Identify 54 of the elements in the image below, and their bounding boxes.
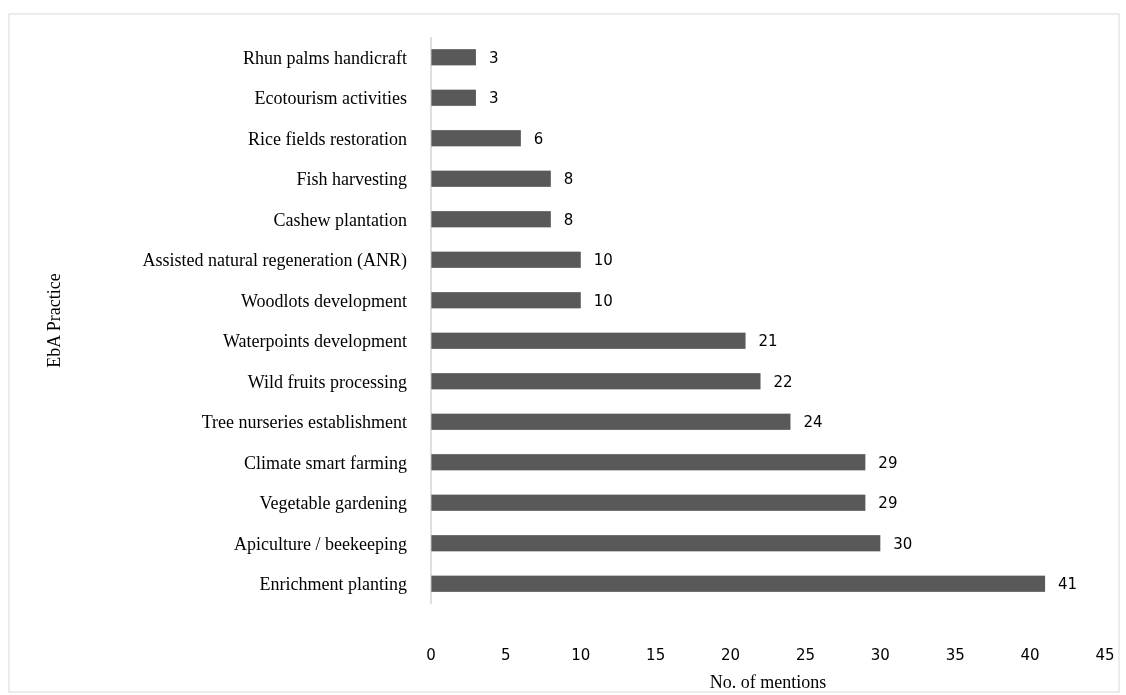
bar xyxy=(431,49,476,66)
y-tick-label: Assisted natural regeneration (ANR) xyxy=(142,250,407,272)
x-tick-label: 30 xyxy=(870,646,890,664)
bar xyxy=(431,251,581,268)
bar xyxy=(431,575,1046,592)
data-label: 22 xyxy=(773,372,793,391)
x-tick-label: 5 xyxy=(501,646,511,664)
data-label: 29 xyxy=(878,494,898,512)
bar xyxy=(431,332,746,349)
y-tick-label: Climate smart farming xyxy=(244,452,407,473)
x-tick-label: 40 xyxy=(1020,646,1040,664)
y-tick-label: Apiculture / beekeeping xyxy=(234,533,407,554)
y-tick-label: Vegetable gardening xyxy=(259,493,407,514)
y-tick-label: Tree nurseries establishment xyxy=(201,412,407,433)
y-tick-label: Wild fruits processing xyxy=(247,371,407,392)
data-label: 8 xyxy=(563,210,574,229)
data-label: 29 xyxy=(878,453,898,472)
x-tick-label: 15 xyxy=(646,646,666,664)
data-label: 30 xyxy=(893,534,913,553)
data-label: 10 xyxy=(593,251,613,269)
x-tick-label: 45 xyxy=(1095,646,1115,664)
bar xyxy=(431,130,521,147)
x-tick-label: 20 xyxy=(721,646,741,664)
data-label: 3 xyxy=(488,48,499,67)
x-axis-title: No. of mentions xyxy=(709,672,827,692)
bar xyxy=(431,413,791,430)
bar xyxy=(431,211,551,228)
x-tick-label: 0 xyxy=(426,646,436,664)
x-tick-label: 25 xyxy=(795,646,815,664)
y-tick-label: Woodlots development xyxy=(240,290,407,311)
y-tick-label: Ecotourism activities xyxy=(254,88,407,109)
data-label: 21 xyxy=(758,332,778,350)
y-tick-label: Enrichment planting xyxy=(259,574,407,595)
y-axis-title: EbA Practice xyxy=(44,273,64,368)
data-label: 24 xyxy=(803,413,823,431)
bar xyxy=(431,89,476,106)
bar xyxy=(431,454,866,471)
y-tick-label: Cashew plantation xyxy=(273,209,407,230)
x-tick-label: 35 xyxy=(945,646,965,664)
data-label: 6 xyxy=(533,129,544,148)
x-tick-label: 10 xyxy=(571,646,591,664)
data-label: 41 xyxy=(1058,575,1078,593)
y-tick-label: Fish harvesting xyxy=(296,169,407,190)
bar xyxy=(431,170,551,187)
bar xyxy=(431,535,881,552)
bar xyxy=(431,292,581,309)
data-label: 3 xyxy=(488,89,499,107)
bar xyxy=(431,494,866,511)
bar xyxy=(431,373,761,390)
data-label: 8 xyxy=(563,170,574,188)
data-label: 10 xyxy=(593,291,613,310)
y-tick-label: Waterpoints development xyxy=(223,331,407,352)
y-tick-label: Rhun palms handicraft xyxy=(243,47,407,68)
y-tick-label: Rice fields restoration xyxy=(248,128,407,149)
